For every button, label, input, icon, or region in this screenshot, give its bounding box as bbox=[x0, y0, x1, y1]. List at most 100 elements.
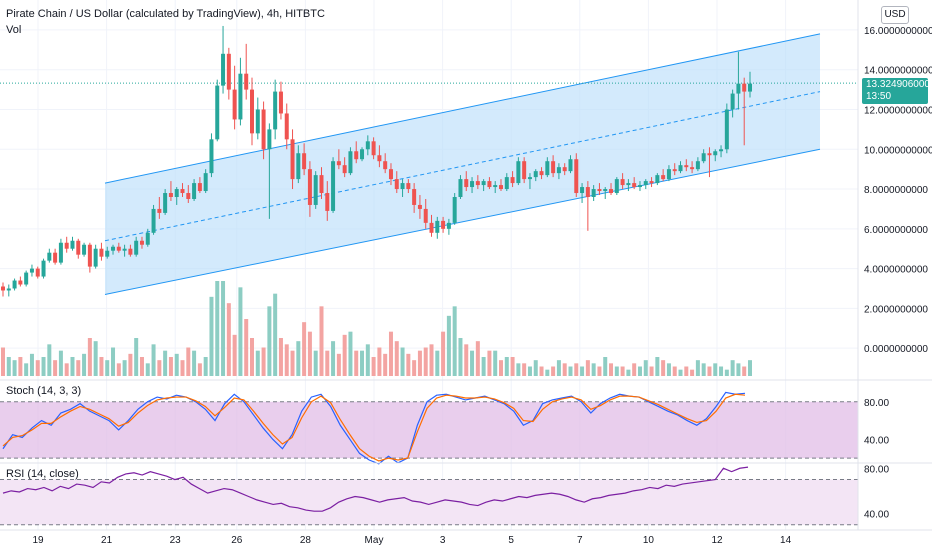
volume-bar bbox=[336, 353, 341, 376]
candle-body bbox=[105, 250, 110, 257]
y-tick-label: 4.0000000000 bbox=[864, 265, 928, 276]
volume-bar bbox=[203, 357, 208, 376]
volume-bar bbox=[522, 363, 527, 376]
candle-body bbox=[53, 252, 58, 263]
volume-bar bbox=[255, 350, 260, 376]
volume-bar bbox=[1, 347, 5, 376]
volume-bar bbox=[209, 296, 214, 376]
y-tick-label: 14.0000000000 bbox=[864, 66, 932, 77]
candle-body bbox=[348, 151, 353, 174]
volume-bar bbox=[643, 360, 648, 376]
candle-body bbox=[441, 220, 446, 229]
candle-body bbox=[678, 165, 683, 172]
volume-bar bbox=[417, 350, 422, 376]
volume-bar bbox=[504, 357, 509, 376]
candle-body bbox=[325, 193, 330, 211]
volume-bar bbox=[614, 366, 619, 376]
volume-bar bbox=[139, 357, 144, 376]
last-price-value: 13.3249060000 bbox=[866, 79, 932, 90]
candle-body bbox=[157, 208, 162, 213]
candle-body bbox=[128, 248, 133, 255]
stoch-pane bbox=[0, 391, 858, 465]
candle-body bbox=[1, 286, 5, 291]
candle-body bbox=[226, 53, 231, 90]
candle-body bbox=[580, 187, 585, 194]
candle-body bbox=[597, 189, 602, 192]
y-tick-label: 12.0000000000 bbox=[864, 105, 932, 116]
volume-bar bbox=[719, 366, 724, 376]
candle-body bbox=[556, 167, 561, 174]
candle-body bbox=[151, 208, 156, 233]
volume-bar bbox=[551, 366, 556, 376]
candle-body bbox=[290, 139, 295, 180]
candle-body bbox=[719, 149, 724, 152]
volume-bar bbox=[371, 357, 376, 376]
channel-upper-line bbox=[104, 33, 821, 184]
volume-bar bbox=[325, 350, 330, 376]
volume-bar bbox=[464, 344, 469, 376]
volume-bar bbox=[273, 293, 278, 376]
candle-body bbox=[684, 165, 689, 168]
candle-body bbox=[365, 141, 370, 150]
candle-body bbox=[591, 189, 596, 197]
volume-bar bbox=[116, 363, 121, 376]
candle-body bbox=[643, 181, 648, 186]
candle-body bbox=[360, 149, 365, 160]
candle-body bbox=[377, 155, 382, 162]
volume-bar bbox=[35, 360, 40, 376]
volume-bar bbox=[319, 306, 324, 376]
candle-body bbox=[545, 161, 550, 176]
volume-bar bbox=[406, 353, 411, 376]
x-tick-label: 12 bbox=[711, 535, 723, 546]
volume-bar bbox=[435, 350, 440, 376]
currency-button[interactable]: USD bbox=[881, 6, 909, 24]
candle-body bbox=[748, 83, 752, 92]
stoch-k-line bbox=[2, 391, 746, 465]
candle-body bbox=[278, 91, 283, 114]
volume-label: Vol bbox=[6, 24, 22, 36]
candle-body bbox=[632, 183, 637, 188]
candle-body bbox=[116, 246, 121, 251]
volume-bar bbox=[580, 366, 585, 376]
volume-bar bbox=[458, 338, 463, 376]
volume-bar bbox=[226, 303, 231, 376]
candle-body bbox=[163, 193, 168, 213]
candle-body bbox=[742, 83, 747, 92]
stoch-tick-label: 40.00 bbox=[864, 435, 889, 446]
x-tick-label: 28 bbox=[300, 535, 312, 546]
candle-body bbox=[412, 189, 417, 205]
candle-body bbox=[64, 242, 69, 249]
volume-bar bbox=[470, 350, 475, 376]
volume-bar bbox=[18, 357, 23, 376]
candle-body bbox=[562, 167, 567, 172]
candle-body bbox=[215, 85, 220, 140]
candle-body bbox=[296, 153, 301, 180]
candle-body bbox=[134, 240, 139, 255]
price-channel bbox=[0, 33, 858, 295]
candle-body bbox=[35, 268, 40, 277]
volume-bar bbox=[128, 353, 133, 376]
candle-body bbox=[493, 185, 498, 188]
x-tick-label: 21 bbox=[101, 535, 113, 546]
y-tick-label: 6.0000000000 bbox=[864, 225, 928, 236]
volume-bar bbox=[354, 350, 359, 376]
candle-body bbox=[232, 89, 237, 120]
volume-bar bbox=[597, 366, 602, 376]
volume-bar bbox=[591, 363, 596, 376]
candle-body bbox=[435, 220, 440, 233]
volume-bar bbox=[111, 347, 116, 376]
candle-body bbox=[568, 159, 573, 172]
candle-body bbox=[122, 248, 127, 251]
stoch-d-line bbox=[2, 393, 746, 462]
y-tick-label: 2.0000000000 bbox=[864, 304, 928, 315]
candle-body bbox=[111, 246, 116, 251]
y-tick-label: 8.0000000000 bbox=[864, 185, 928, 196]
y-tick-label: 0.0000000000 bbox=[864, 344, 928, 355]
candle-body bbox=[139, 240, 144, 245]
candle-body bbox=[637, 185, 642, 188]
candle-body bbox=[331, 161, 336, 211]
volume-bar bbox=[637, 366, 642, 376]
candle-body bbox=[603, 189, 608, 192]
candle-body bbox=[707, 153, 712, 156]
